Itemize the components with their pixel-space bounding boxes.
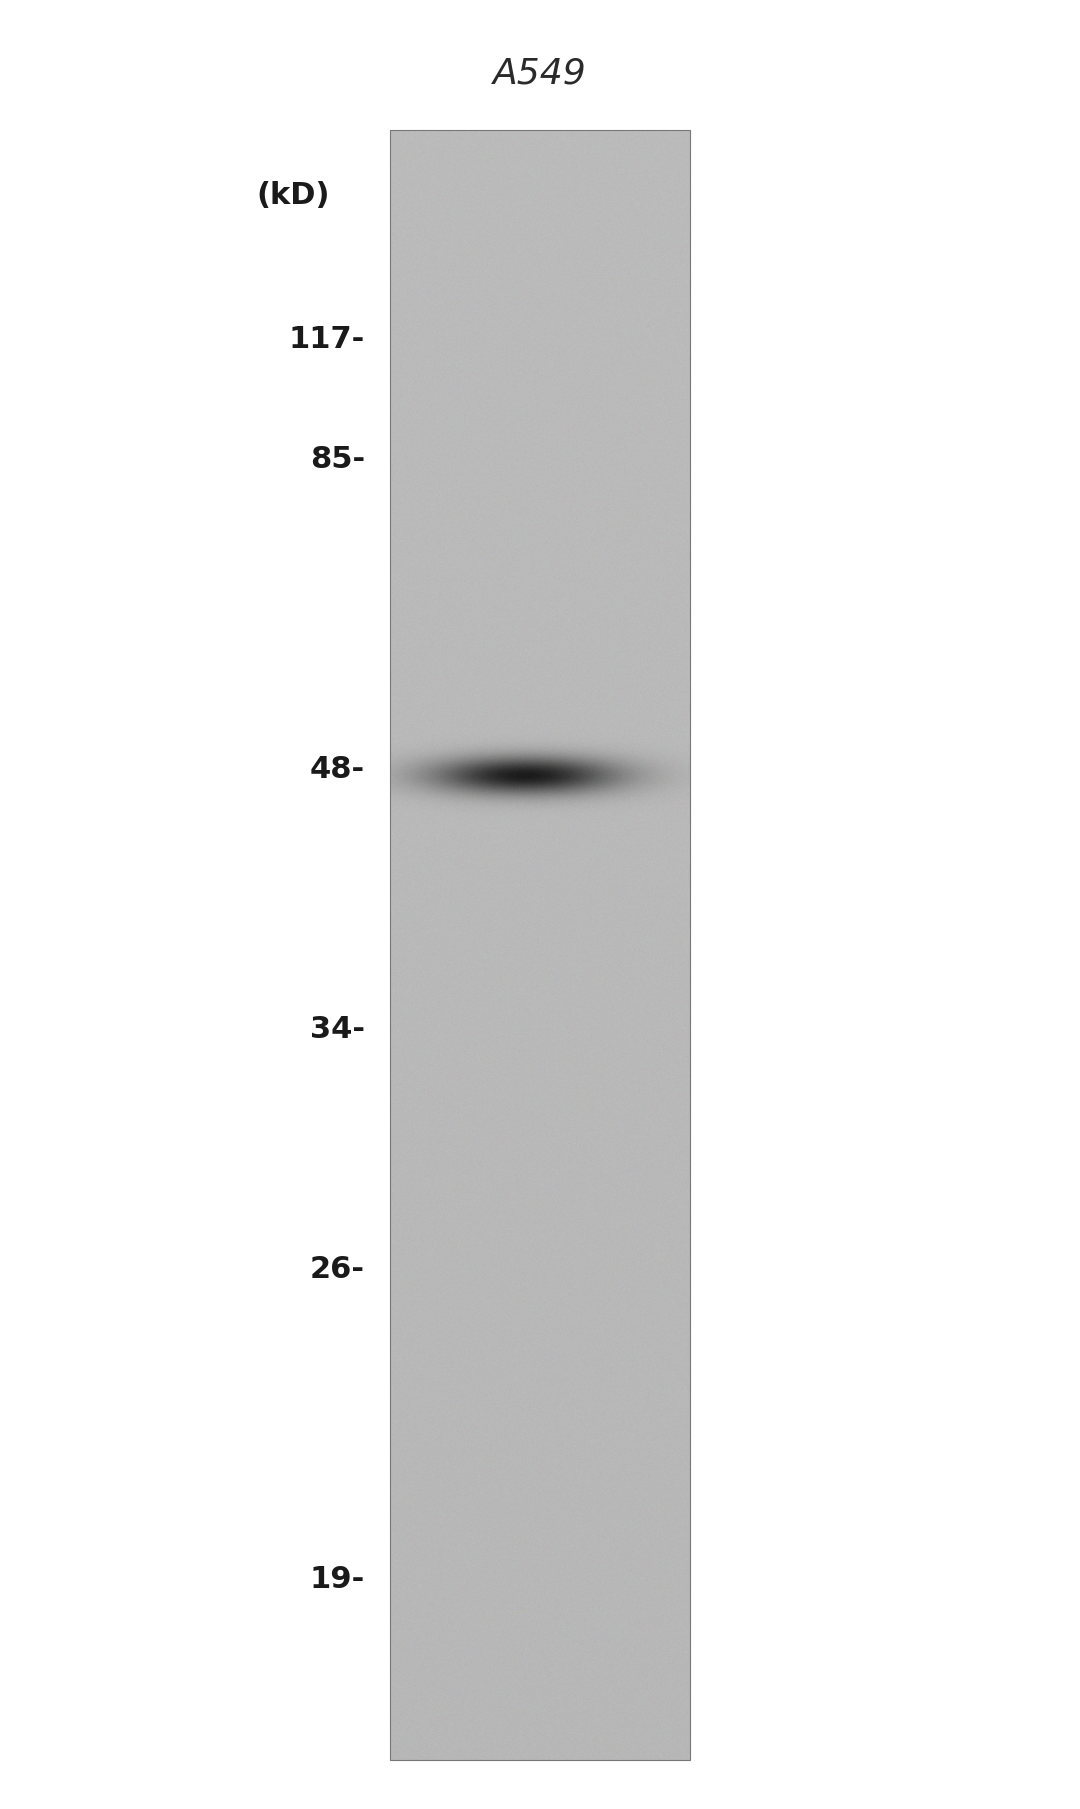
Text: 117-: 117- <box>288 326 365 355</box>
Text: (kD): (kD) <box>257 181 330 210</box>
Text: 19-: 19- <box>310 1565 365 1594</box>
Text: A549: A549 <box>494 56 586 90</box>
Text: 26-: 26- <box>310 1255 365 1284</box>
Text: 48-: 48- <box>310 756 365 785</box>
Text: 34-: 34- <box>310 1015 365 1044</box>
Bar <box>390 130 690 1760</box>
Text: 85-: 85- <box>310 445 365 474</box>
